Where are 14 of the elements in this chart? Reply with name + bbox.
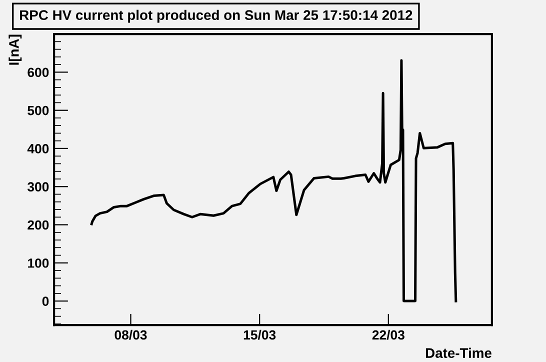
x-axis-title: Date-Time <box>426 348 492 358</box>
y-axis-title: I[nA] <box>8 34 22 65</box>
y-tick-label: 500 <box>28 106 49 116</box>
y-tick-label: 200 <box>28 220 49 230</box>
y-tick-label: 300 <box>27 182 49 192</box>
chart-title: RPC HV current plot produced on Sun Mar 25 17:50:14 2012 <box>20 10 412 23</box>
y-tick-label: 600 <box>28 68 49 78</box>
y-tick-label: 400 <box>27 144 49 154</box>
x-tick-label: 15/03 <box>244 330 276 340</box>
y-tick-label: 0 <box>42 296 49 306</box>
line-series <box>90 59 458 302</box>
x-tick-label: 08/03 <box>114 330 147 340</box>
x-tick-label: 22/03 <box>372 330 404 340</box>
y-tick-label: 100 <box>28 258 49 268</box>
